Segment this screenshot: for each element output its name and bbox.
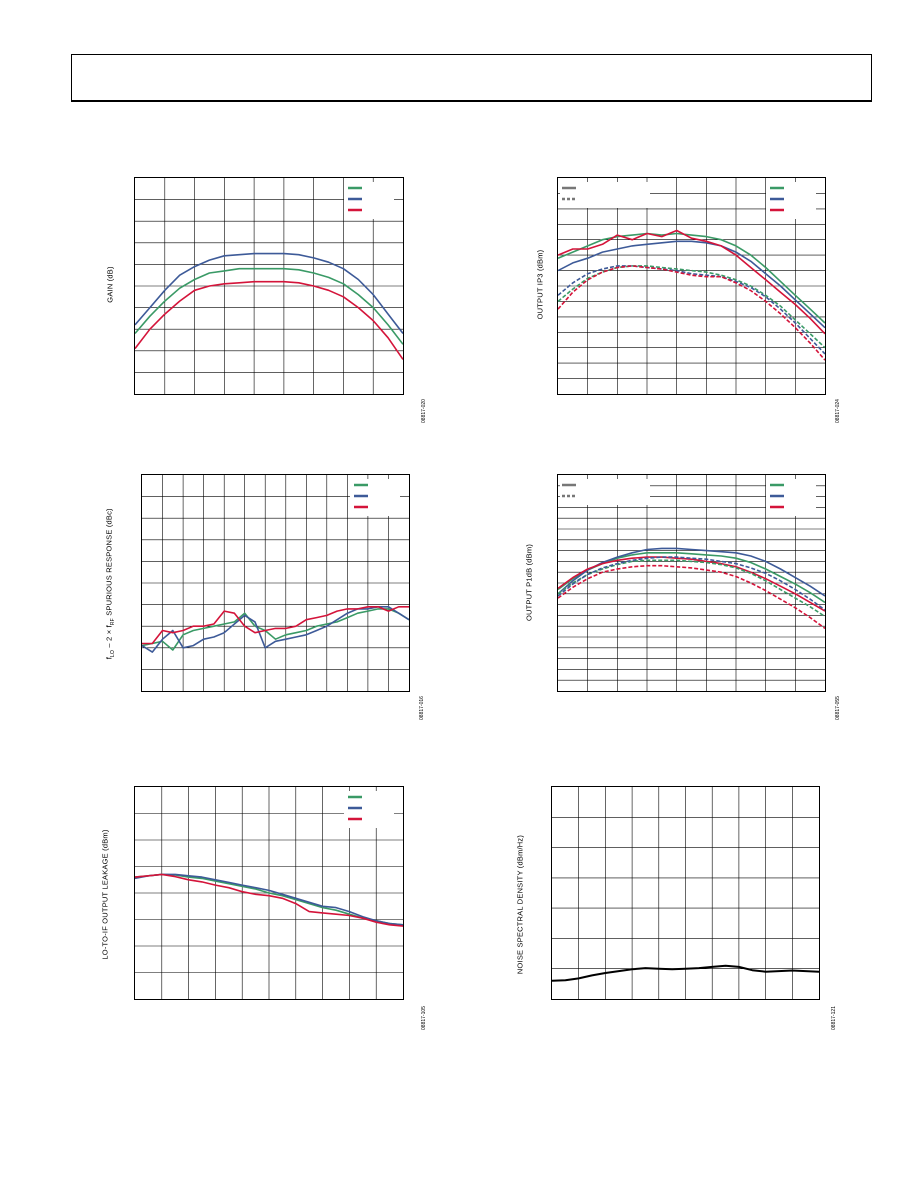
spur-ylabel-post: SPURIOUS RESPONSE (dBc) (104, 508, 114, 619)
op1db-series-line-5 (558, 564, 825, 630)
noise-figure-id: 08817-121 (831, 1006, 837, 1030)
op1db-series-line-1 (558, 547, 825, 597)
gain-series-line-0 (135, 267, 403, 345)
noise-series-line-0 (552, 964, 819, 982)
oip3-y-axis-label: OUTPUT IP3 (dBm) (535, 249, 545, 320)
noise-plot-area (551, 786, 820, 1000)
spur-y-axis-label: fLO – 2 × fRF SPURIOUS RESPONSE (dBc) (104, 494, 116, 674)
spur-ylabel-sub1: LO (109, 649, 116, 657)
spur-series-line-0 (142, 608, 409, 651)
oip3-figure-id: 08817-024 (835, 399, 841, 423)
spur-ylabel-mid: – 2 × f (104, 625, 114, 650)
spur-figure-id: 08817-016 (419, 696, 425, 720)
oip3-series-line-5 (558, 265, 825, 361)
leak-series-line-1 (135, 873, 403, 926)
leak-plot-area (134, 786, 404, 1000)
noise-svg (552, 787, 819, 999)
oip3-style-legend-box (560, 182, 650, 208)
oip3-series-line-2 (558, 229, 825, 335)
page-header (71, 54, 872, 102)
op1db-style-legend-box (560, 479, 650, 505)
op1db-series-line-4 (558, 556, 825, 611)
leak-svg (135, 787, 403, 999)
op1db-figure-id: 08817-055 (835, 696, 841, 720)
noise-y-axis-label: NOISE SPECTRAL DENSITY (dBm/Hz) (515, 834, 525, 975)
oip3-svg (558, 178, 825, 394)
oip3-series-line-3 (558, 265, 825, 349)
spur-plot-area (141, 474, 410, 692)
op1db-y-axis-label: OUTPUT P1dB (dBm) (524, 543, 534, 622)
op1db-plot-area (557, 474, 826, 692)
leak-series-line-2 (135, 873, 403, 927)
oip3-series-line-1 (558, 240, 825, 329)
leak-y-axis-label: LO-TO-IF OUTPUT LEAKAGE (dBm) (100, 829, 110, 960)
gain-figure-id: 08817-020 (421, 399, 427, 423)
op1db-svg (558, 475, 825, 691)
gain-svg (135, 178, 403, 394)
gain-series-line-1 (135, 252, 403, 334)
leak-figure-id: 08817-105 (421, 1006, 427, 1030)
op1db-series-line-0 (558, 552, 825, 604)
spur-ylabel-sub2: RF (109, 618, 116, 626)
oip3-series-line-0 (558, 232, 825, 324)
spur-svg (142, 475, 409, 691)
oip3-plot-area (557, 177, 826, 395)
op1db-series-line-2 (558, 556, 825, 612)
op1db-series-line-3 (558, 559, 825, 618)
oip3-series-line-4 (558, 265, 825, 355)
spur-ylabel-pre: f (104, 656, 114, 660)
spur-series-line-1 (142, 606, 409, 653)
gain-plot-area (134, 177, 404, 395)
gain-series-line-2 (135, 280, 403, 360)
spur-series-line-2 (142, 606, 409, 645)
gain-y-axis-label: GAIN (dB) (105, 266, 115, 303)
